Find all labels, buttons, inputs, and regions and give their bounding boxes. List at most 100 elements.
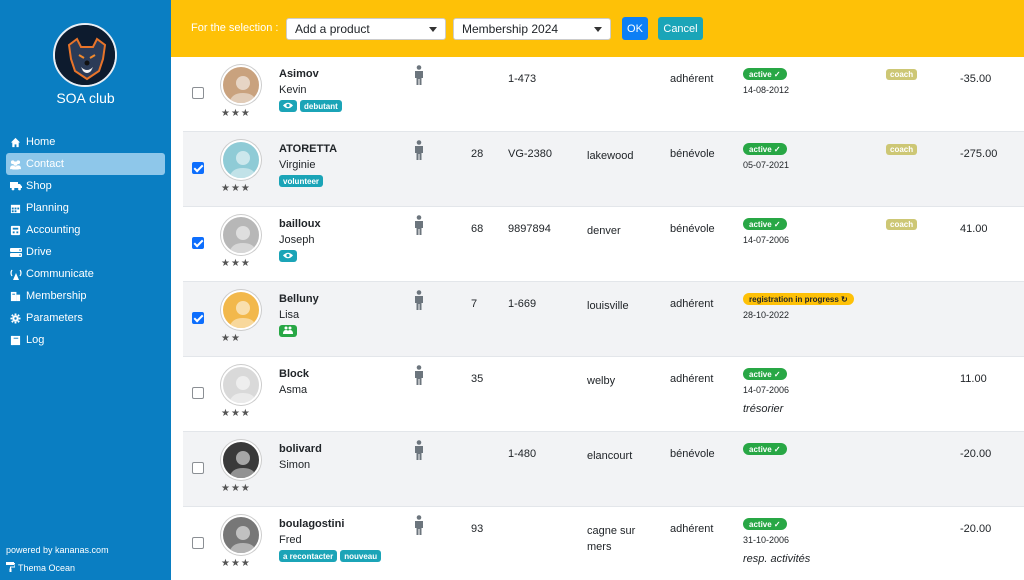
sidebar-item-membership[interactable]: Membership [6,285,165,307]
role: bénévole [670,148,715,160]
sidebar-item-shop[interactable]: Shop [6,175,165,197]
avatar[interactable] [221,65,261,105]
theme-label: Thema Ocean [18,563,76,573]
status-badge[interactable]: active ✓ [743,68,787,80]
avatar[interactable] [221,290,261,330]
tag[interactable]: volunteer [279,175,324,187]
status-badge[interactable]: active ✓ [743,443,787,455]
ok-button[interactable]: OK [622,17,648,40]
avatar[interactable] [221,515,261,555]
cancel-button[interactable]: Cancel [658,17,703,40]
city: denver [587,225,621,237]
sidebar-item-label: Drive [26,246,52,258]
club-name: SOA club [56,90,115,106]
rating-stars: ★★★ [221,258,251,269]
status-badge[interactable]: active ✓ [743,218,787,230]
membership-icon [9,290,22,303]
first-name: Simon [279,459,311,471]
table-row[interactable]: ★★★ bailloux Joseph 68 9897894 denver bé… [183,207,1024,282]
table-row[interactable]: ★★★ Block Asma 35 welby adhérent active … [183,357,1024,432]
member-number: 1-480 [508,448,537,460]
sidebar-item-log[interactable]: Log [6,329,165,351]
table-row[interactable]: ★★★ ATORETTA Virginie volunteer 28 VG-23… [183,132,1024,207]
office-role: trésorier [743,403,784,415]
avatar[interactable] [221,440,261,480]
theme-switch[interactable]: Thema Ocean [6,562,75,574]
age: 35 [471,373,484,385]
status-badge[interactable]: active ✓ [743,368,787,380]
role: adhérent [670,73,714,85]
table-row[interactable]: ★★ Belluny Lisa 7 1-669 louisville adhér… [183,282,1024,357]
tag[interactable]: a recontacter [279,550,338,562]
row-checkbox[interactable] [192,462,204,474]
sidebar-item-contact[interactable]: Contact [6,153,165,175]
coach-badge: coach [886,219,918,230]
city: louisville [587,300,629,312]
club-logo[interactable] [53,23,117,87]
status-badge[interactable]: active ✓ [743,518,787,530]
row-checkbox[interactable] [192,87,204,99]
tag[interactable]: debutant [300,100,342,112]
sidebar-item-label: Contact [26,158,64,170]
first-name: Fred [279,534,302,546]
sidebar-item-planning[interactable]: Planning [6,197,165,219]
status-badge[interactable]: active ✓ [743,143,787,155]
balance-amount: 41.00 [960,223,988,235]
last-name[interactable]: Block [279,368,309,380]
sidebar-item-communicate[interactable]: Communicate [6,263,165,285]
role: bénévole [670,448,715,460]
rating-stars: ★★★ [221,483,251,494]
row-checkbox[interactable] [192,312,204,324]
users-icon [9,158,22,171]
balance-amount: -20.00 [960,523,992,535]
log-icon [9,334,22,347]
table-row[interactable]: ★★★ Asimov Kevin debutant 1-473 adhérent… [183,57,1024,132]
avatar[interactable] [221,215,261,255]
coach-badge: coach [886,69,918,80]
tag [279,100,297,112]
avatar[interactable] [221,365,261,405]
powered-by[interactable]: powered by kananas.com [6,545,109,555]
row-checkbox[interactable] [192,237,204,249]
tag[interactable]: nouveau [340,550,382,562]
member-number: VG-2380 [508,148,553,160]
city: lakewood [587,150,634,162]
sidebar-item-label: Accounting [26,224,81,236]
role: adhérent [670,523,714,535]
last-name[interactable]: Belluny [279,293,319,305]
first-name: Joseph [279,234,315,246]
rating-stars: ★★★ [221,558,251,569]
last-name[interactable]: Asimov [279,68,319,80]
sidebar-item-label: Parameters [26,312,83,324]
last-name[interactable]: bailloux [279,218,321,230]
calendar-icon [9,202,22,215]
row-checkbox[interactable] [192,387,204,399]
person-icon [413,515,425,538]
avatar[interactable] [221,140,261,180]
last-name[interactable]: bolivard [279,443,322,455]
person-icon [413,365,425,388]
table-row[interactable]: ★★★ boulagostini Fred a recontacter nouve… [183,507,1024,580]
sidebar-item-accounting[interactable]: Accounting [6,219,165,241]
broadcast-icon [9,268,22,281]
last-name[interactable]: boulagostini [279,518,345,530]
product-select[interactable]: Membership 2024 [453,18,611,40]
sidebar-item-parameters[interactable]: Parameters [6,307,165,329]
row-checkbox[interactable] [192,162,204,174]
row-checkbox[interactable] [192,537,204,549]
eye-icon [283,252,293,261]
first-name: Virginie [279,159,316,171]
status-badge[interactable]: registration in progress ↻ [743,293,854,305]
sidebar-item-home[interactable]: Home [6,131,165,153]
sidebar-item-label: Home [26,136,56,148]
action-select[interactable]: Add a product [286,18,446,40]
last-name[interactable]: ATORETTA [279,143,338,155]
member-number: 1-669 [508,298,537,310]
table-row[interactable]: ★★★ bolivard Simon 1-480 elancourt bénév… [183,432,1024,507]
person-icon [413,290,425,313]
tag-list [279,250,297,262]
selection-toolbar: For the selection : Add a product Member… [171,0,1024,57]
sidebar-item-drive[interactable]: Drive [6,241,165,263]
status-date: 14-07-2006 [743,385,790,395]
role: bénévole [670,223,715,235]
